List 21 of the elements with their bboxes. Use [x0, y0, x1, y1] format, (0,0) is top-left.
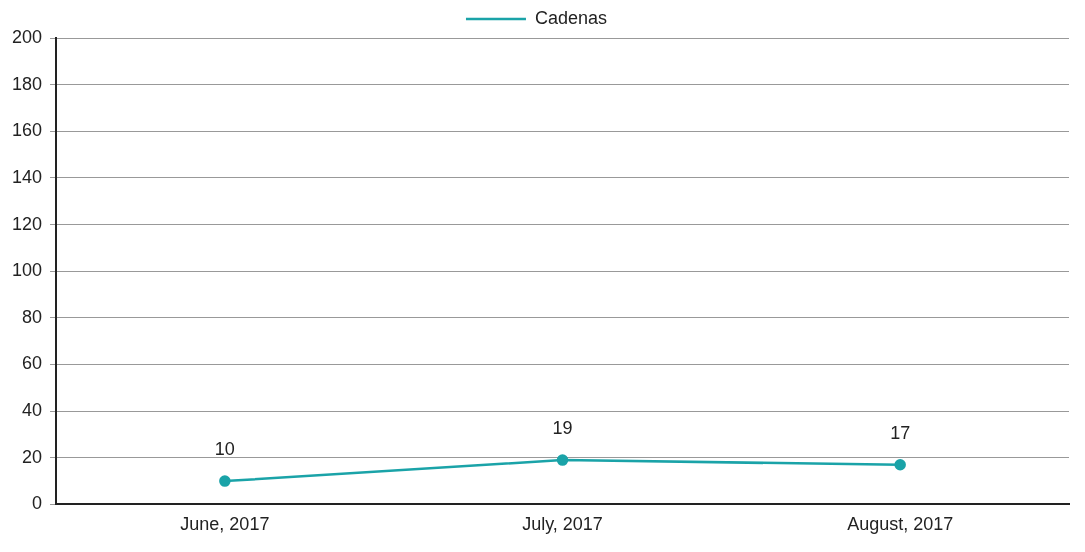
x-tick-label: July, 2017 — [522, 514, 603, 535]
x-tick-label: August, 2017 — [847, 514, 954, 535]
y-tick-label: 160 — [11, 120, 43, 141]
y-tick-label: 80 — [22, 306, 43, 327]
y-tick-label: 120 — [11, 213, 43, 234]
y-tick-label: 0 — [32, 493, 43, 514]
y-tick-label: 200 — [11, 26, 43, 47]
y-tick-label: 100 — [11, 260, 43, 281]
y-tick-label: 20 — [22, 446, 43, 467]
data-label: 17 — [890, 422, 911, 443]
legend-label: Cadenas — [534, 7, 608, 28]
y-tick-label: 60 — [22, 353, 43, 374]
data-label: 10 — [214, 439, 235, 460]
data-label: 19 — [552, 418, 573, 439]
point — [556, 454, 569, 466]
y-tick-label: 180 — [11, 73, 43, 94]
x-tick-label: June, 2017 — [180, 514, 270, 535]
point — [219, 475, 231, 487]
y-tick-label: 140 — [11, 166, 43, 187]
y-tick-label: 40 — [22, 400, 43, 421]
point — [894, 459, 906, 471]
